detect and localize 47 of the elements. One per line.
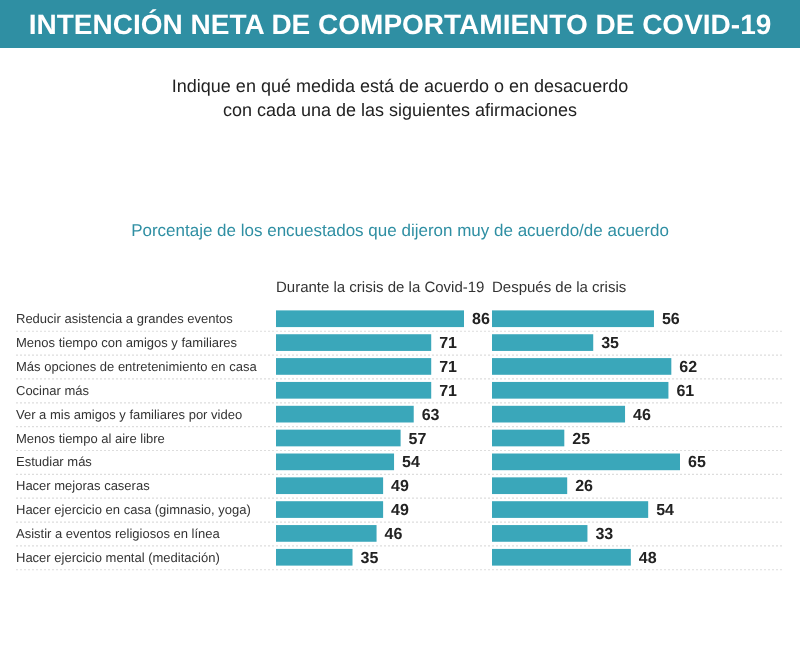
data-label: 71 bbox=[439, 334, 459, 353]
bar bbox=[492, 405, 626, 423]
data-label: 71 bbox=[439, 358, 459, 377]
data-label: 46 bbox=[633, 405, 652, 424]
bar bbox=[276, 501, 384, 518]
data-label: 33 bbox=[595, 525, 615, 544]
bar bbox=[276, 453, 395, 471]
data-label: 54 bbox=[402, 453, 421, 472]
data-label: 65 bbox=[688, 453, 707, 472]
data-label: 57 bbox=[408, 429, 428, 448]
data-label: 62 bbox=[679, 358, 699, 377]
data-label: 35 bbox=[360, 548, 380, 567]
data-label: 54 bbox=[656, 501, 676, 520]
bar bbox=[492, 310, 654, 328]
bar bbox=[492, 477, 568, 495]
x-axis-title: Porcentaje de los encuestados que dijeron muy de acuerdo/de acuerdo bbox=[131, 220, 670, 240]
chart-title: INTENCIÓN NETA DE COMPORTAMIENTO DE COVID-19 bbox=[28, 8, 772, 40]
bar bbox=[276, 310, 464, 328]
bar bbox=[492, 453, 680, 471]
bar bbox=[276, 548, 353, 566]
data-label: 25 bbox=[572, 429, 592, 448]
bar bbox=[276, 381, 432, 399]
bar bbox=[276, 358, 432, 375]
bar bbox=[492, 548, 631, 566]
bar bbox=[492, 358, 672, 375]
bar bbox=[276, 405, 414, 423]
data-label: 49 bbox=[391, 477, 411, 496]
bar bbox=[492, 429, 565, 447]
data-label: 71 bbox=[439, 381, 459, 400]
data-label: 35 bbox=[601, 334, 621, 353]
data-label: 26 bbox=[575, 477, 595, 496]
bar bbox=[276, 429, 401, 447]
bar bbox=[276, 334, 432, 351]
chart-subtitle: Indique en qué medida está de acuerdo o en desacuerdo con cada una de las siguientes afirmaciones bbox=[171, 76, 629, 120]
data-label: 86 bbox=[472, 310, 491, 329]
data-label: 49 bbox=[391, 501, 411, 520]
data-label: 63 bbox=[421, 405, 441, 424]
bar bbox=[276, 477, 384, 495]
bar bbox=[492, 525, 588, 542]
bar bbox=[276, 525, 377, 542]
data-label: 46 bbox=[384, 525, 404, 544]
data-label: 61 bbox=[676, 381, 696, 400]
bar bbox=[492, 501, 649, 518]
data-label: 56 bbox=[661, 310, 681, 329]
bar bbox=[492, 381, 669, 399]
bar bbox=[492, 334, 594, 351]
data-label: 48 bbox=[638, 548, 658, 567]
